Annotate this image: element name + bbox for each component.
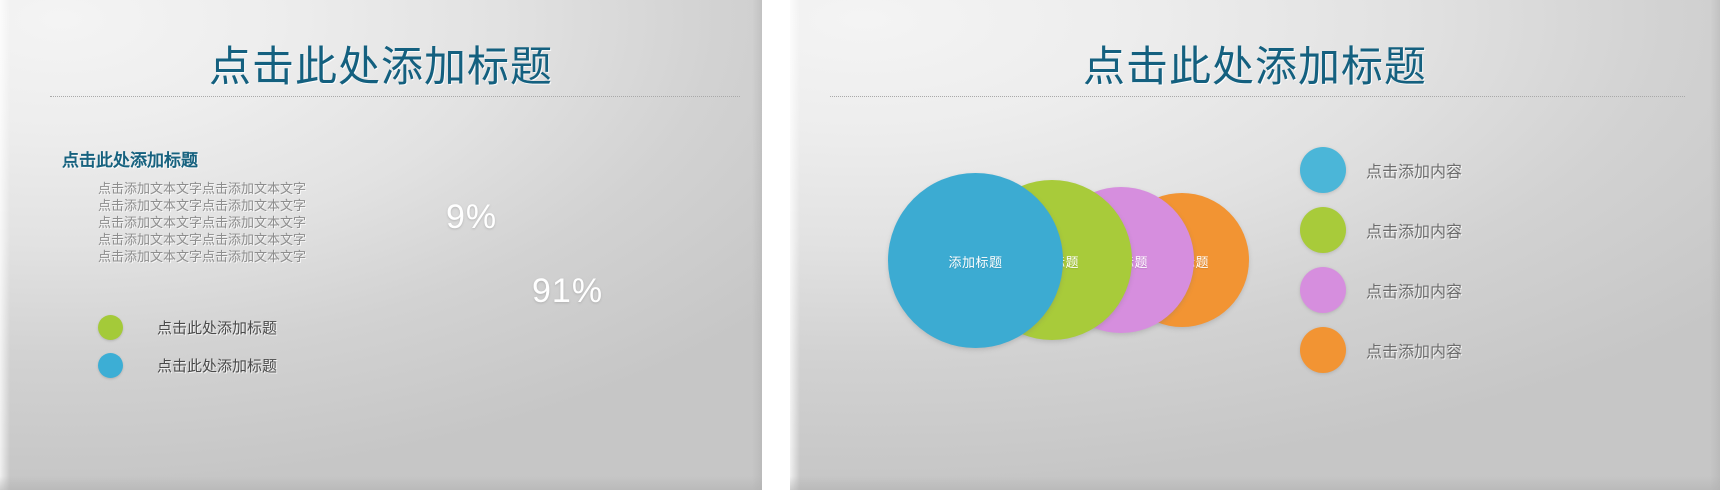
legend-item[interactable]: 点击添加内容 bbox=[1300, 140, 1462, 200]
legend-dot-orange bbox=[1300, 327, 1346, 373]
legend-dot-green bbox=[1300, 207, 1346, 253]
legend-item-label: 点击添加内容 bbox=[1366, 344, 1463, 361]
percentage-value-large: 91% bbox=[532, 272, 604, 310]
title-divider bbox=[50, 96, 740, 97]
funnel-circle-label: 添加标题 bbox=[948, 255, 1003, 270]
legend-item-label: 点击此处添加标题 bbox=[157, 357, 278, 375]
legend-dot-blue bbox=[98, 352, 123, 378]
legend-item[interactable]: 点击添加内容 bbox=[1300, 200, 1462, 260]
body-text-line: 点击添加文本文字点击添加文本文字 bbox=[98, 249, 307, 264]
legend-dot-purple bbox=[1300, 267, 1346, 313]
legend-dot-blue bbox=[1300, 147, 1346, 193]
legend-left: 点击此处添加标题 点击此处添加标题 bbox=[98, 308, 277, 384]
legend-dot-green bbox=[98, 314, 123, 340]
legend-item[interactable]: 点击添加内容 bbox=[1300, 320, 1462, 380]
legend-item-label: 点击添加内容 bbox=[1366, 164, 1463, 181]
section-subheading[interactable]: 点击此处添加标题 bbox=[62, 151, 198, 170]
title-divider bbox=[830, 96, 1685, 97]
legend-item-label: 点击添加内容 bbox=[1366, 224, 1463, 241]
page-title[interactable]: 点击此处添加标题 bbox=[208, 43, 553, 90]
page-title[interactable]: 点击此处添加标题 bbox=[1082, 43, 1427, 90]
slide-left[interactable]: 点击此处添加标题 点击此处添加标题 点击添加文本文字点击添加文本文字 点击添加文… bbox=[0, 0, 762, 490]
percentage-value-small: 9% bbox=[446, 198, 498, 236]
body-text-line: 点击添加文本文字点击添加文本文字 bbox=[98, 181, 307, 196]
body-text-line: 点击添加文本文字点击添加文本文字 bbox=[98, 198, 307, 213]
slide-right[interactable]: 点击此处添加标题 添加标题 添加标题 添加标题 添加标题 点击添加内容 bbox=[790, 0, 1720, 490]
legend-item[interactable]: 点击此处添加标题 bbox=[98, 346, 277, 384]
body-text-line: 点击添加文本文字点击添加文本文字 bbox=[98, 232, 307, 247]
legend-right: 点击添加内容 点击添加内容 点击添加内容 点击添加内容 bbox=[1300, 140, 1462, 380]
legend-item-label: 点击此处添加标题 bbox=[157, 319, 278, 337]
overlapping-circles-diagram: 添加标题 添加标题 添加标题 添加标题 bbox=[790, 0, 1720, 490]
body-text-block[interactable]: 点击添加文本文字点击添加文本文字 点击添加文本文字点击添加文本文字 点击添加文本… bbox=[98, 180, 306, 265]
legend-item-label: 点击添加内容 bbox=[1366, 284, 1463, 301]
body-text-line: 点击添加文本文字点击添加文本文字 bbox=[98, 215, 307, 230]
funnel-circle-blue[interactable]: 添加标题 bbox=[888, 173, 1063, 348]
legend-item[interactable]: 点击此处添加标题 bbox=[98, 308, 277, 346]
legend-item[interactable]: 点击添加内容 bbox=[1300, 260, 1462, 320]
